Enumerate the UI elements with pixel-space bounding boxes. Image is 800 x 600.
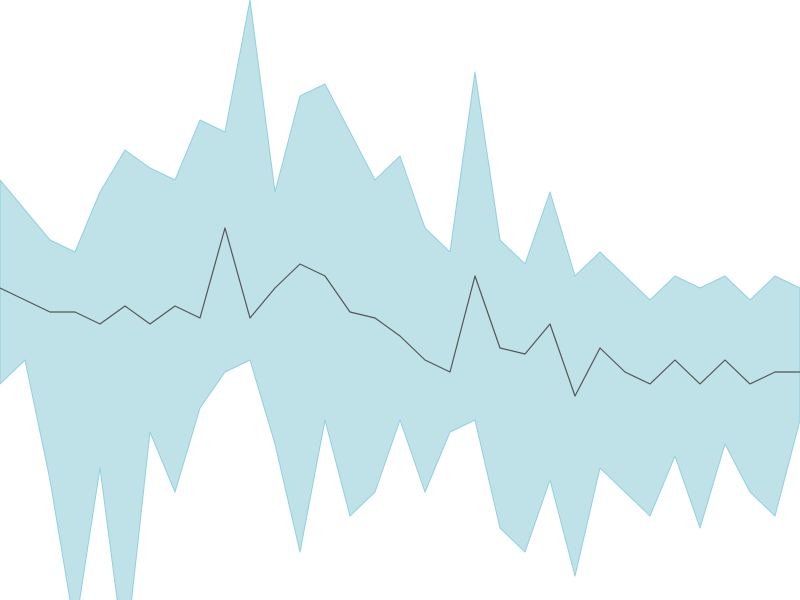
confidence-band-chart bbox=[0, 0, 800, 600]
